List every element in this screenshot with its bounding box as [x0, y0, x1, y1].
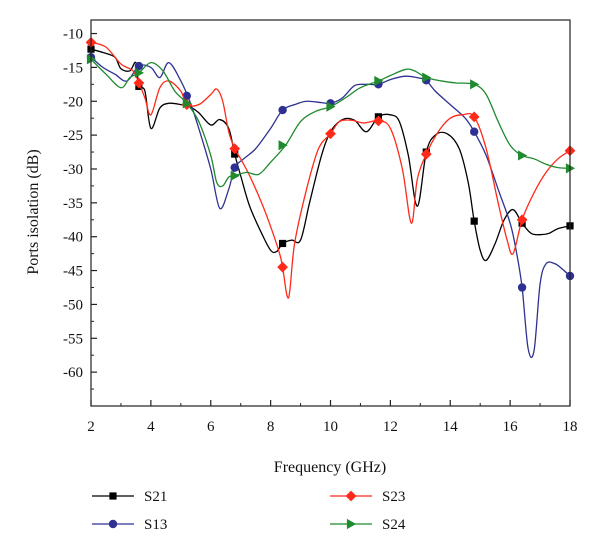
series-line-s23 [90, 41, 571, 299]
data-point-s24 [326, 101, 336, 112]
x-axis-title: Frequency (GHz) [274, 459, 386, 476]
data-point-s21 [279, 239, 287, 248]
data-point-s24 [470, 79, 480, 90]
y-tick-label: -50 [63, 297, 83, 313]
plot-series [85, 36, 576, 359]
data-point-s13 [230, 163, 239, 172]
data-point-s21 [470, 217, 478, 225]
x-tick-label: 8 [267, 419, 275, 435]
x-tick-label: 16 [503, 419, 519, 435]
legend-marker-s23 [345, 490, 357, 502]
y-tick-label: -20 [63, 94, 83, 110]
data-point-s23 [516, 214, 528, 226]
x-tick-label: 12 [383, 419, 398, 435]
legend-item-s21: S21 [92, 489, 167, 505]
x-tick-label: 2 [87, 419, 95, 435]
data-point-s21 [231, 150, 239, 158]
y-tick-label: -55 [63, 331, 83, 347]
x-tick-label: 6 [207, 419, 215, 435]
data-point-s24 [422, 72, 432, 83]
x-tick-label: 4 [147, 419, 155, 435]
legend-item-s13: S13 [92, 517, 167, 533]
data-point-s23 [277, 261, 288, 273]
series-s23 [85, 36, 576, 299]
legend-label-s23: S23 [382, 489, 405, 505]
data-point-s24 [374, 75, 384, 87]
data-point-s23 [373, 115, 384, 127]
data-point-s24 [230, 170, 240, 181]
y-tick-label: -40 [63, 230, 83, 246]
x-axis: 2 4 6 8 10 12 14 16 18 [87, 400, 578, 435]
y-tick-label: -30 [63, 162, 83, 178]
plot-frame [90, 19, 571, 407]
legend-item-s24: S24 [330, 517, 406, 533]
legend-marker-s13 [108, 519, 118, 529]
series-line-s13 [90, 56, 571, 359]
legend-label-s13: S13 [144, 517, 167, 533]
data-point-s23 [468, 111, 480, 123]
x-tick-label: 18 [563, 419, 578, 435]
y-axis-title: Ports isolation (dB) [25, 149, 42, 274]
data-point-s13 [517, 283, 527, 292]
series-s24 [86, 54, 576, 188]
y-tick-label: -15 [63, 60, 83, 76]
data-point-s23 [420, 148, 432, 160]
data-point-s23 [229, 143, 241, 155]
data-point-s23 [325, 128, 336, 140]
data-point-s24 [278, 140, 288, 151]
data-point-s13 [134, 61, 144, 71]
x-tick-label: 14 [443, 419, 459, 435]
legend-marker-s21 [109, 492, 117, 500]
series-s13 [86, 53, 575, 359]
legend-item-s23: S23 [330, 489, 405, 505]
y-axis: -10 -15 -20 -25 -30 -35 -40 -45 -50 -55 -60 [63, 27, 97, 390]
data-point-s24 [518, 150, 528, 161]
y-tick-label: -60 [63, 365, 83, 381]
data-point-s23 [133, 77, 145, 89]
data-point-s24 [182, 98, 192, 109]
series-line-s24 [90, 58, 571, 188]
data-point-s24 [134, 67, 144, 78]
legend: S21 S13 S23 S24 [92, 489, 406, 533]
y-tick-label: -35 [63, 196, 83, 212]
series-line-s21 [90, 48, 571, 262]
legend-marker-s24 [346, 518, 357, 530]
y-tick-label: -45 [63, 264, 83, 280]
data-point-s13 [470, 127, 479, 136]
y-tick-label: -25 [63, 128, 83, 144]
legend-label-s21: S21 [144, 489, 167, 505]
data-point-s13 [278, 105, 287, 115]
data-point-s13 [182, 91, 191, 101]
x-tick-label: 10 [323, 419, 338, 435]
legend-label-s24: S24 [382, 517, 406, 533]
y-tick-label: -10 [63, 27, 83, 43]
